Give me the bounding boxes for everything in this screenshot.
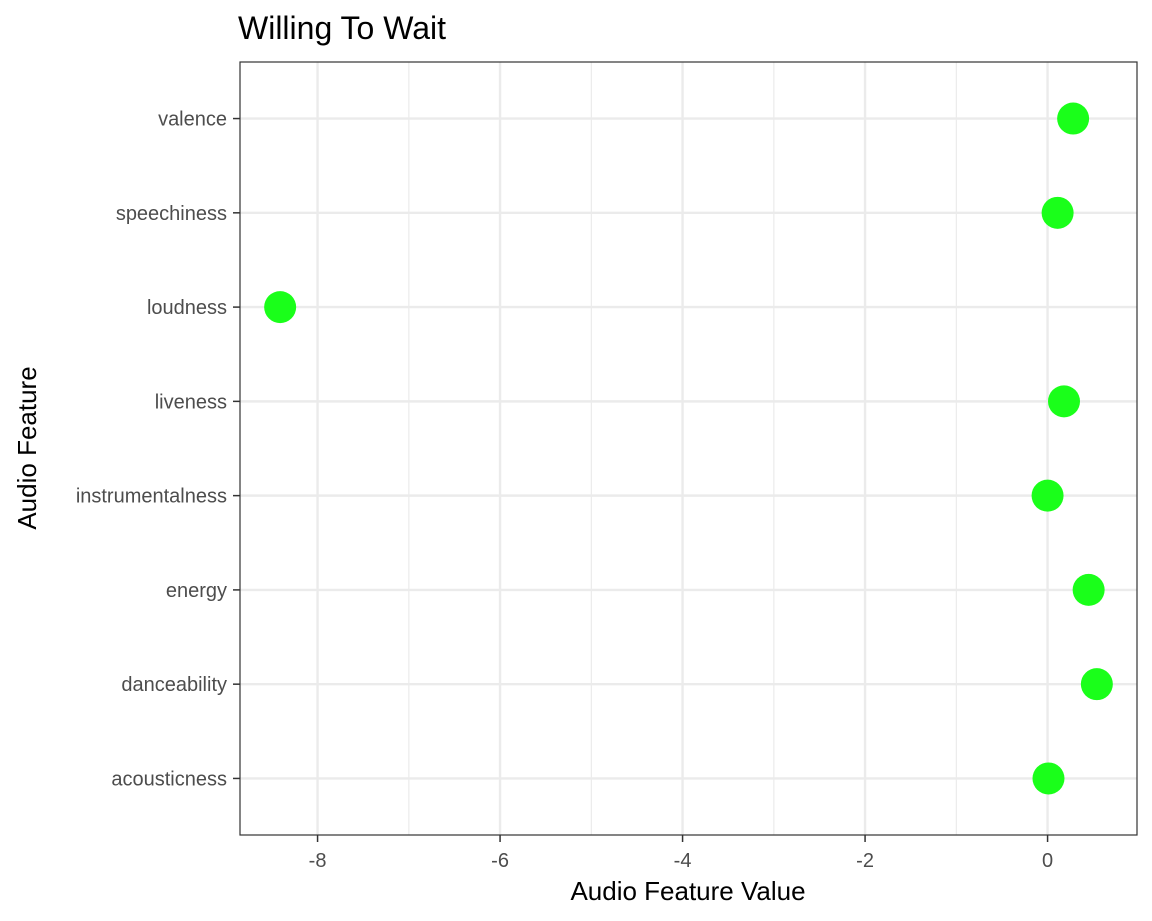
x-axis-title: Audio Feature Value: [570, 876, 805, 906]
x-tick-label: 0: [1042, 850, 1053, 872]
y-tick-label: acousticness: [111, 768, 227, 790]
y-axis-title: Audio Feature: [12, 366, 42, 529]
data-point-energy: [1072, 573, 1105, 606]
data-point-loudness: [264, 291, 297, 324]
data-point-valence: [1057, 102, 1090, 135]
y-tick-label: loudness: [147, 297, 227, 319]
data-point-danceability: [1080, 668, 1113, 701]
chart-title: Willing To Wait: [238, 10, 446, 46]
minor-gridlines: [408, 62, 957, 835]
y-tick-label: energy: [166, 580, 227, 602]
y-tick-label: speechiness: [116, 203, 227, 225]
x-tick-label: -8: [309, 850, 327, 872]
panel-border: [239, 61, 1138, 836]
x-tick-label: -6: [491, 850, 509, 872]
y-axis: acousticness danceability energy instrument…: [76, 109, 240, 790]
data-point-instrumentalness: [1031, 479, 1064, 512]
data-point-liveness: [1047, 385, 1080, 418]
data-point-acousticness: [1032, 762, 1065, 795]
major-gridlines: [240, 62, 1137, 835]
x-tick-label: -4: [674, 850, 692, 872]
x-axis: -8 -6 -4 -2 0: [309, 835, 1053, 872]
y-tick-label: liveness: [155, 391, 227, 413]
y-tick-label: instrumentalness: [76, 486, 227, 508]
data-point-speechiness: [1041, 196, 1074, 229]
x-tick-label: -2: [856, 850, 874, 872]
y-tick-label: danceability: [121, 674, 227, 696]
data-points: [264, 102, 1113, 795]
y-tick-label: valence: [158, 109, 227, 131]
